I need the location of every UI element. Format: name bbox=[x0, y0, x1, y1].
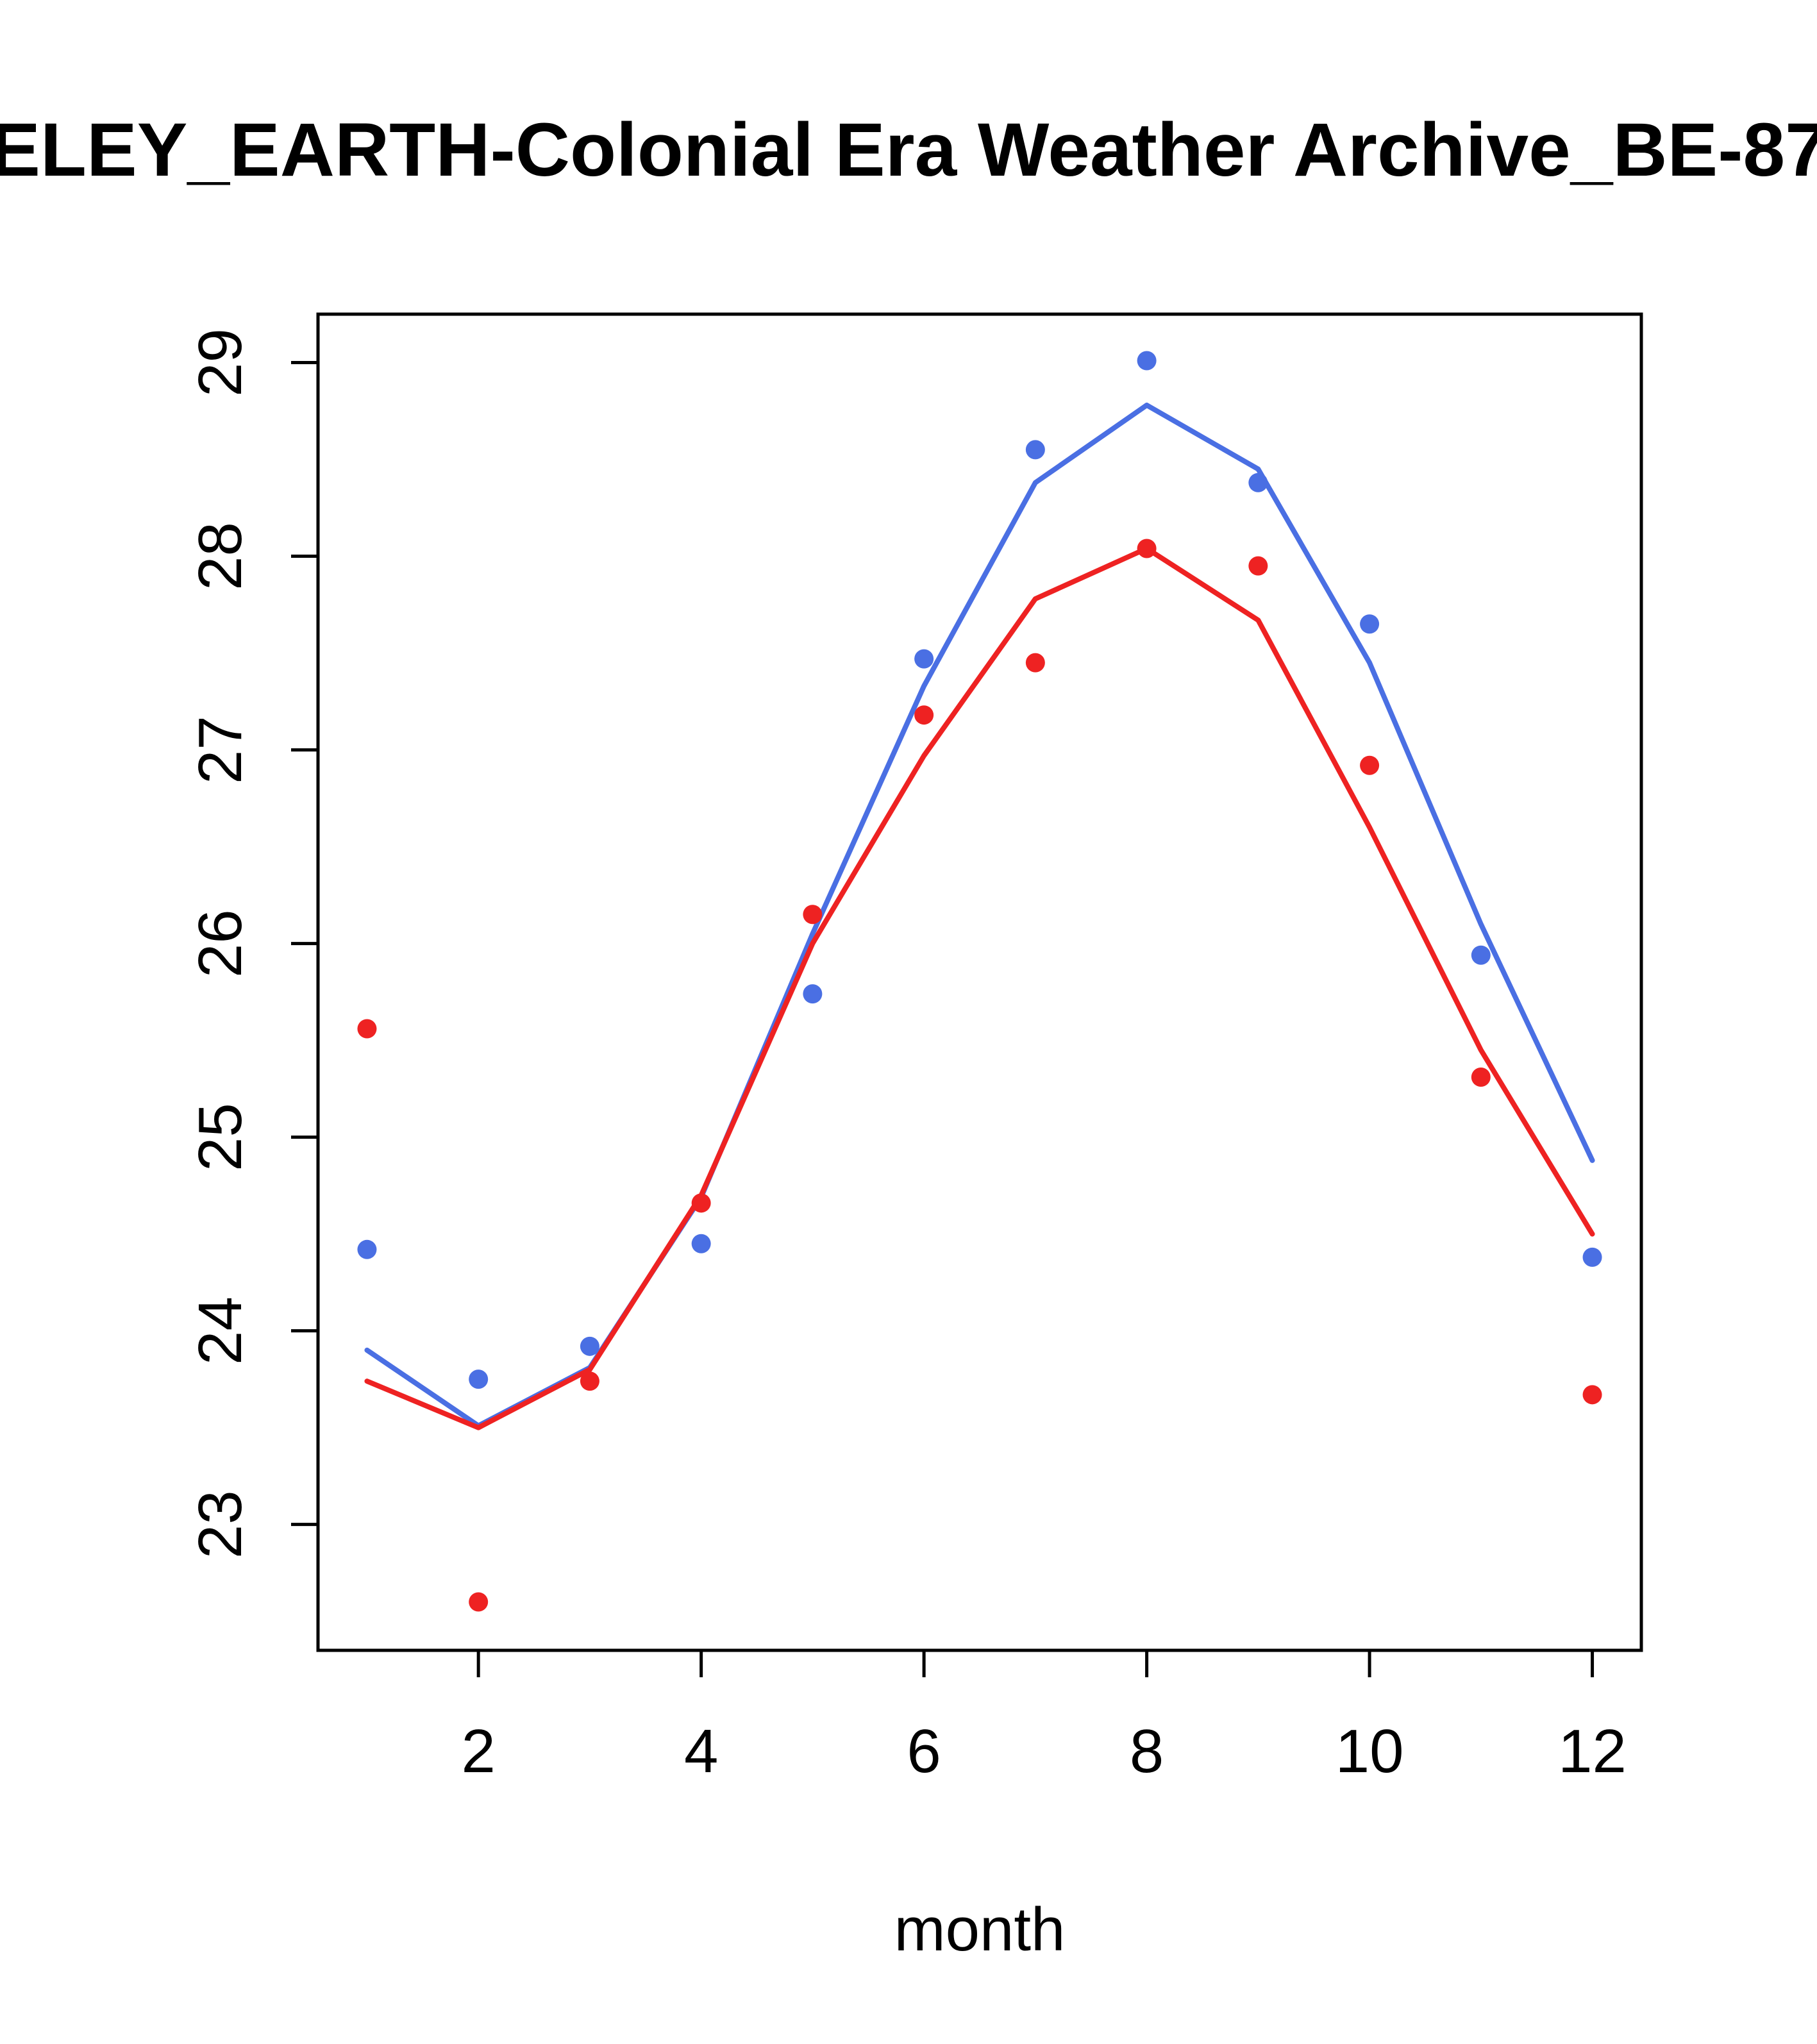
data-point-observed-blue bbox=[914, 649, 934, 669]
series-line-fit-blue bbox=[364, 402, 1595, 1428]
chart-title: ELEY_EARTH-Colonial Era Weather Archive_… bbox=[0, 108, 1817, 192]
data-point-observed-red bbox=[691, 1193, 711, 1213]
y-tick-label: 29 bbox=[186, 328, 255, 397]
y-tick-label: 27 bbox=[186, 716, 255, 784]
data-point-observed-blue bbox=[1137, 351, 1157, 371]
y-tick-label: 26 bbox=[186, 909, 255, 978]
x-tick-label: 8 bbox=[1130, 1717, 1164, 1786]
data-point-observed-red bbox=[469, 1592, 489, 1612]
data-point-observed-red bbox=[1137, 539, 1157, 558]
data-point-observed-red bbox=[1471, 1067, 1491, 1087]
data-point-observed-blue bbox=[1025, 440, 1045, 460]
data-point-observed-red bbox=[914, 705, 934, 725]
x-tick-label: 6 bbox=[907, 1717, 941, 1786]
data-point-observed-blue bbox=[691, 1234, 711, 1253]
data-point-observed-red bbox=[1582, 1385, 1602, 1405]
x-tick-label: 4 bbox=[684, 1717, 718, 1786]
data-point-observed-blue bbox=[1582, 1247, 1602, 1267]
y-tick-label: 23 bbox=[186, 1490, 255, 1559]
series-line-fit-red bbox=[364, 546, 1595, 1430]
y-tick-label: 25 bbox=[186, 1103, 255, 1171]
data-point-observed-blue bbox=[580, 1336, 599, 1356]
x-tick-label: 2 bbox=[461, 1717, 495, 1786]
data-point-observed-red bbox=[803, 905, 823, 925]
data-point-observed-red bbox=[1248, 556, 1268, 576]
data-point-observed-red bbox=[580, 1371, 599, 1391]
plot-box bbox=[316, 312, 1643, 1652]
data-point-observed-blue bbox=[803, 984, 823, 1004]
data-point-observed-red bbox=[357, 1019, 377, 1039]
data-point-observed-blue bbox=[1360, 614, 1380, 634]
data-point-observed-blue bbox=[1248, 473, 1268, 492]
x-tick-label: 12 bbox=[1558, 1717, 1627, 1786]
y-tick-label: 24 bbox=[186, 1296, 255, 1365]
data-point-observed-red bbox=[1360, 755, 1380, 775]
data-point-observed-blue bbox=[357, 1239, 377, 1259]
x-tick-label: 10 bbox=[1336, 1717, 1404, 1786]
x-axis-label: month bbox=[894, 1895, 1066, 1964]
y-tick-label: 28 bbox=[186, 522, 255, 591]
data-point-observed-blue bbox=[1471, 945, 1491, 965]
data-point-observed-blue bbox=[469, 1370, 489, 1389]
data-point-observed-red bbox=[1025, 653, 1045, 673]
